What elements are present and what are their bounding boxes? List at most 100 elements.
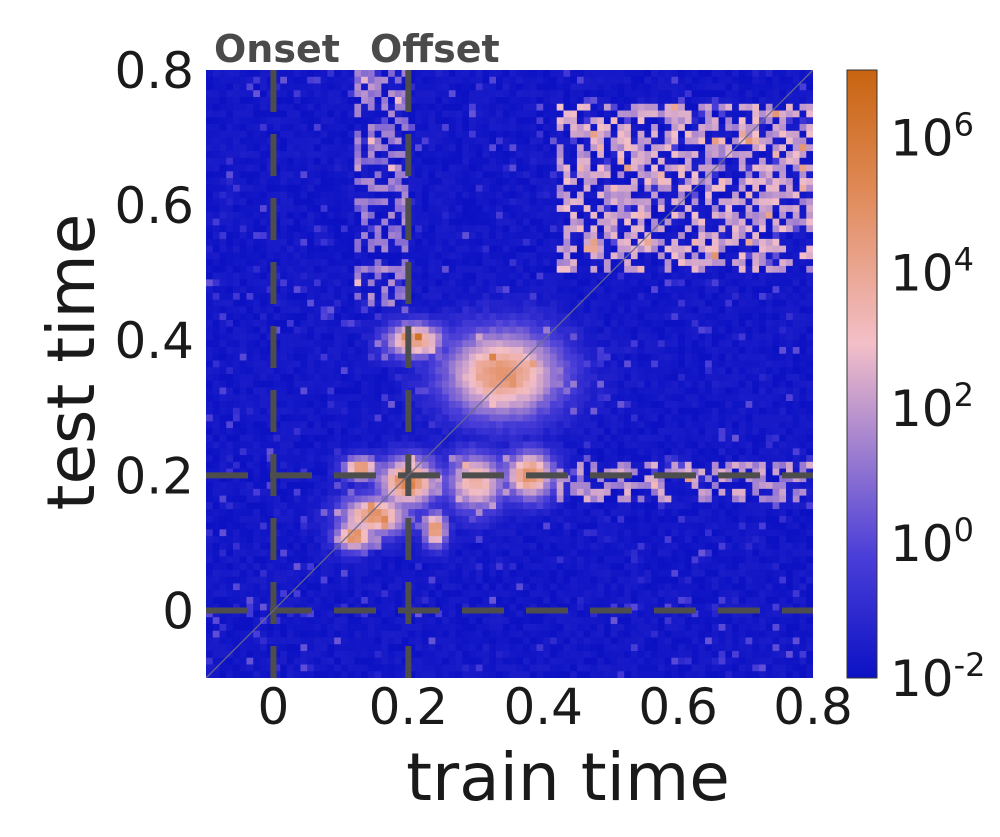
heatmap-cell xyxy=(705,286,712,293)
heatmap-cell xyxy=(240,144,247,151)
heatmap-cell xyxy=(604,401,611,408)
heatmap-cell xyxy=(233,279,240,286)
heatmap-cell xyxy=(307,70,314,77)
heatmap-cell xyxy=(638,401,645,408)
heatmap-cell xyxy=(206,340,213,347)
heatmap-cell xyxy=(361,171,368,178)
heatmap-cell xyxy=(483,388,490,395)
heatmap-cell xyxy=(395,192,402,199)
heatmap-cell xyxy=(732,300,739,307)
heatmap-cell xyxy=(779,327,786,334)
heatmap-cell xyxy=(651,300,658,307)
heatmap-cell xyxy=(449,313,456,320)
heatmap-cell xyxy=(685,232,692,239)
heatmap-cell xyxy=(327,252,334,259)
heatmap-cell xyxy=(435,185,442,192)
heatmap-cell xyxy=(354,171,361,178)
heatmap-cell xyxy=(381,151,388,158)
heatmap-cell xyxy=(577,225,584,232)
heatmap-cell xyxy=(213,117,220,124)
heatmap-cell xyxy=(786,225,793,232)
heatmap-cell xyxy=(469,171,476,178)
heatmap-cell xyxy=(388,84,395,91)
heatmap-cell xyxy=(442,192,449,199)
heatmap-cell xyxy=(233,111,240,118)
heatmap-cell xyxy=(604,421,611,428)
heatmap-cell xyxy=(644,333,651,340)
heatmap-cell xyxy=(510,279,517,286)
heatmap-cell xyxy=(759,225,766,232)
heatmap-cell xyxy=(435,300,442,307)
heatmap-cell xyxy=(752,367,759,374)
heatmap-cell xyxy=(557,415,564,422)
heatmap-cell xyxy=(510,192,517,199)
heatmap-cell xyxy=(368,300,375,307)
heatmap-cell xyxy=(253,84,260,91)
heatmap-cell xyxy=(334,306,341,313)
heatmap-cell xyxy=(624,266,631,273)
heatmap-cell xyxy=(449,300,456,307)
heatmap-cell xyxy=(246,144,253,151)
heatmap-cell xyxy=(314,90,321,97)
heatmap-cell xyxy=(543,273,550,280)
heatmap-cell xyxy=(253,111,260,118)
heatmap-cell xyxy=(361,232,368,239)
heatmap-cell xyxy=(665,306,672,313)
heatmap-cell xyxy=(638,320,645,327)
heatmap-cell xyxy=(584,367,591,374)
heatmap-cell xyxy=(779,70,786,77)
heatmap-cell xyxy=(510,408,517,415)
heatmap-cell xyxy=(698,90,705,97)
heatmap-cell xyxy=(631,178,638,185)
heatmap-cell xyxy=(233,354,240,361)
heatmap-cell xyxy=(779,435,786,442)
heatmap-cell xyxy=(314,84,321,91)
heatmap-cell xyxy=(557,104,564,111)
heatmap-cell xyxy=(341,124,348,131)
heatmap-cell xyxy=(725,138,732,145)
heatmap-cell xyxy=(429,97,436,104)
heatmap-cell xyxy=(671,293,678,300)
heatmap-cell xyxy=(658,300,665,307)
heatmap-cell xyxy=(422,360,429,367)
heatmap-cell xyxy=(651,381,658,388)
heatmap-cell xyxy=(300,273,307,280)
heatmap-cell xyxy=(483,347,490,354)
heatmap-cell xyxy=(483,428,490,435)
heatmap-cell xyxy=(624,84,631,91)
heatmap-cell xyxy=(806,266,813,273)
heatmap-cell xyxy=(341,158,348,165)
heatmap-cell xyxy=(597,246,604,253)
heatmap-cell xyxy=(786,306,793,313)
heatmap-cell xyxy=(604,293,611,300)
heatmap-cell xyxy=(516,84,523,91)
heatmap-cell xyxy=(698,151,705,158)
heatmap-cell xyxy=(611,252,618,259)
heatmap-cell xyxy=(719,259,726,266)
heatmap-cell xyxy=(678,144,685,151)
heatmap-cell xyxy=(348,252,355,259)
heatmap-cell xyxy=(644,388,651,395)
heatmap-cell xyxy=(219,320,226,327)
heatmap-cell xyxy=(503,333,510,340)
heatmap-cell xyxy=(658,415,665,422)
heatmap-cell xyxy=(341,273,348,280)
heatmap-cell xyxy=(469,435,476,442)
heatmap-cell xyxy=(739,171,746,178)
heatmap-cell xyxy=(671,340,678,347)
heatmap-cell xyxy=(536,151,543,158)
heatmap-cell xyxy=(273,435,280,442)
heatmap-cell xyxy=(348,90,355,97)
heatmap-cell xyxy=(388,192,395,199)
heatmap-cell xyxy=(577,428,584,435)
heatmap-cell xyxy=(523,232,530,239)
heatmap-cell xyxy=(361,239,368,246)
heatmap-cell xyxy=(435,124,442,131)
heatmap-cell xyxy=(617,347,624,354)
heatmap-cell xyxy=(307,225,314,232)
heatmap-cell xyxy=(253,138,260,145)
heatmap-cell xyxy=(584,347,591,354)
heatmap-cell xyxy=(503,273,510,280)
heatmap-cell xyxy=(449,84,456,91)
heatmap-cell xyxy=(530,327,537,334)
